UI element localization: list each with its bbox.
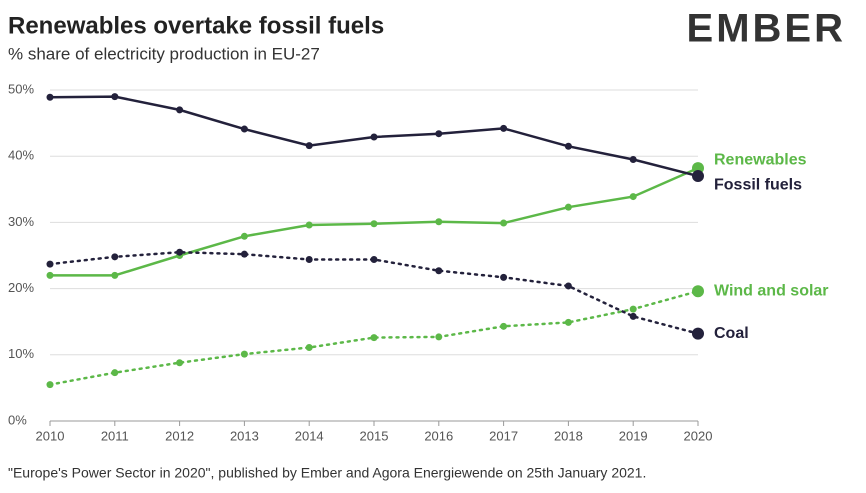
y-tick-label: 50% bbox=[8, 81, 34, 96]
x-tick-label: 2017 bbox=[489, 428, 518, 443]
data-point bbox=[111, 271, 119, 279]
data-point bbox=[629, 156, 637, 164]
series-label: Fossil fuels bbox=[714, 176, 802, 193]
data-point bbox=[305, 344, 313, 352]
data-point bbox=[500, 322, 508, 330]
data-point bbox=[692, 170, 704, 183]
x-tick-label: 2019 bbox=[619, 428, 648, 443]
data-point bbox=[46, 260, 54, 268]
data-point bbox=[176, 359, 184, 367]
data-point bbox=[370, 334, 378, 342]
x-tick-label: 2018 bbox=[554, 428, 583, 443]
y-tick-label: 20% bbox=[8, 280, 34, 295]
logo: EMBER bbox=[687, 7, 846, 51]
data-point bbox=[500, 273, 508, 281]
source-note: "Europe's Power Sector in 2020", publish… bbox=[8, 465, 646, 481]
data-point bbox=[500, 219, 508, 227]
data-point bbox=[564, 142, 572, 150]
data-point bbox=[240, 350, 248, 358]
y-tick-label: 10% bbox=[8, 346, 34, 361]
series-label: Wind and solar bbox=[714, 282, 829, 299]
series-label: Renewables bbox=[714, 151, 807, 168]
x-tick-label: 2010 bbox=[36, 428, 65, 443]
data-point bbox=[564, 318, 572, 326]
x-tick-label: 2020 bbox=[684, 428, 713, 443]
data-point bbox=[692, 285, 704, 298]
y-tick-label: 30% bbox=[8, 214, 34, 229]
data-point bbox=[629, 193, 637, 201]
data-point bbox=[46, 381, 54, 389]
data-point bbox=[305, 142, 313, 150]
data-point bbox=[435, 333, 443, 341]
data-point bbox=[435, 130, 443, 138]
series-line bbox=[48, 289, 700, 386]
data-point bbox=[46, 93, 54, 101]
y-tick-label: 40% bbox=[8, 148, 34, 163]
data-point bbox=[629, 305, 637, 313]
x-tick-label: 2012 bbox=[165, 428, 194, 443]
data-point bbox=[629, 312, 637, 320]
data-point bbox=[305, 221, 313, 229]
data-point bbox=[305, 255, 313, 263]
data-point bbox=[46, 271, 54, 279]
data-point bbox=[240, 232, 248, 240]
data-point bbox=[370, 133, 378, 141]
data-point bbox=[435, 267, 443, 275]
data-point bbox=[370, 220, 378, 228]
x-tick-label: 2013 bbox=[230, 428, 259, 443]
x-tick-label: 2011 bbox=[101, 428, 129, 443]
data-point bbox=[564, 203, 572, 211]
data-point bbox=[435, 218, 443, 226]
data-point bbox=[240, 125, 248, 133]
data-point bbox=[240, 250, 248, 258]
chart-subtitle: % share of electricity production in EU-… bbox=[8, 44, 320, 63]
chart-title: Renewables overtake fossil fuels bbox=[8, 12, 384, 39]
data-point bbox=[111, 369, 119, 377]
y-tick-label: 0% bbox=[8, 412, 27, 427]
series-label: Coal bbox=[714, 325, 749, 342]
x-tick-label: 2014 bbox=[295, 428, 324, 443]
data-point bbox=[500, 124, 508, 132]
data-point bbox=[176, 248, 184, 256]
x-tick-label: 2016 bbox=[424, 428, 453, 443]
data-point bbox=[176, 106, 184, 114]
data-point bbox=[564, 282, 572, 290]
data-point bbox=[111, 253, 119, 261]
x-tick-label: 2015 bbox=[360, 428, 389, 443]
data-point bbox=[692, 327, 704, 340]
data-point bbox=[111, 93, 119, 101]
data-point bbox=[370, 255, 378, 263]
